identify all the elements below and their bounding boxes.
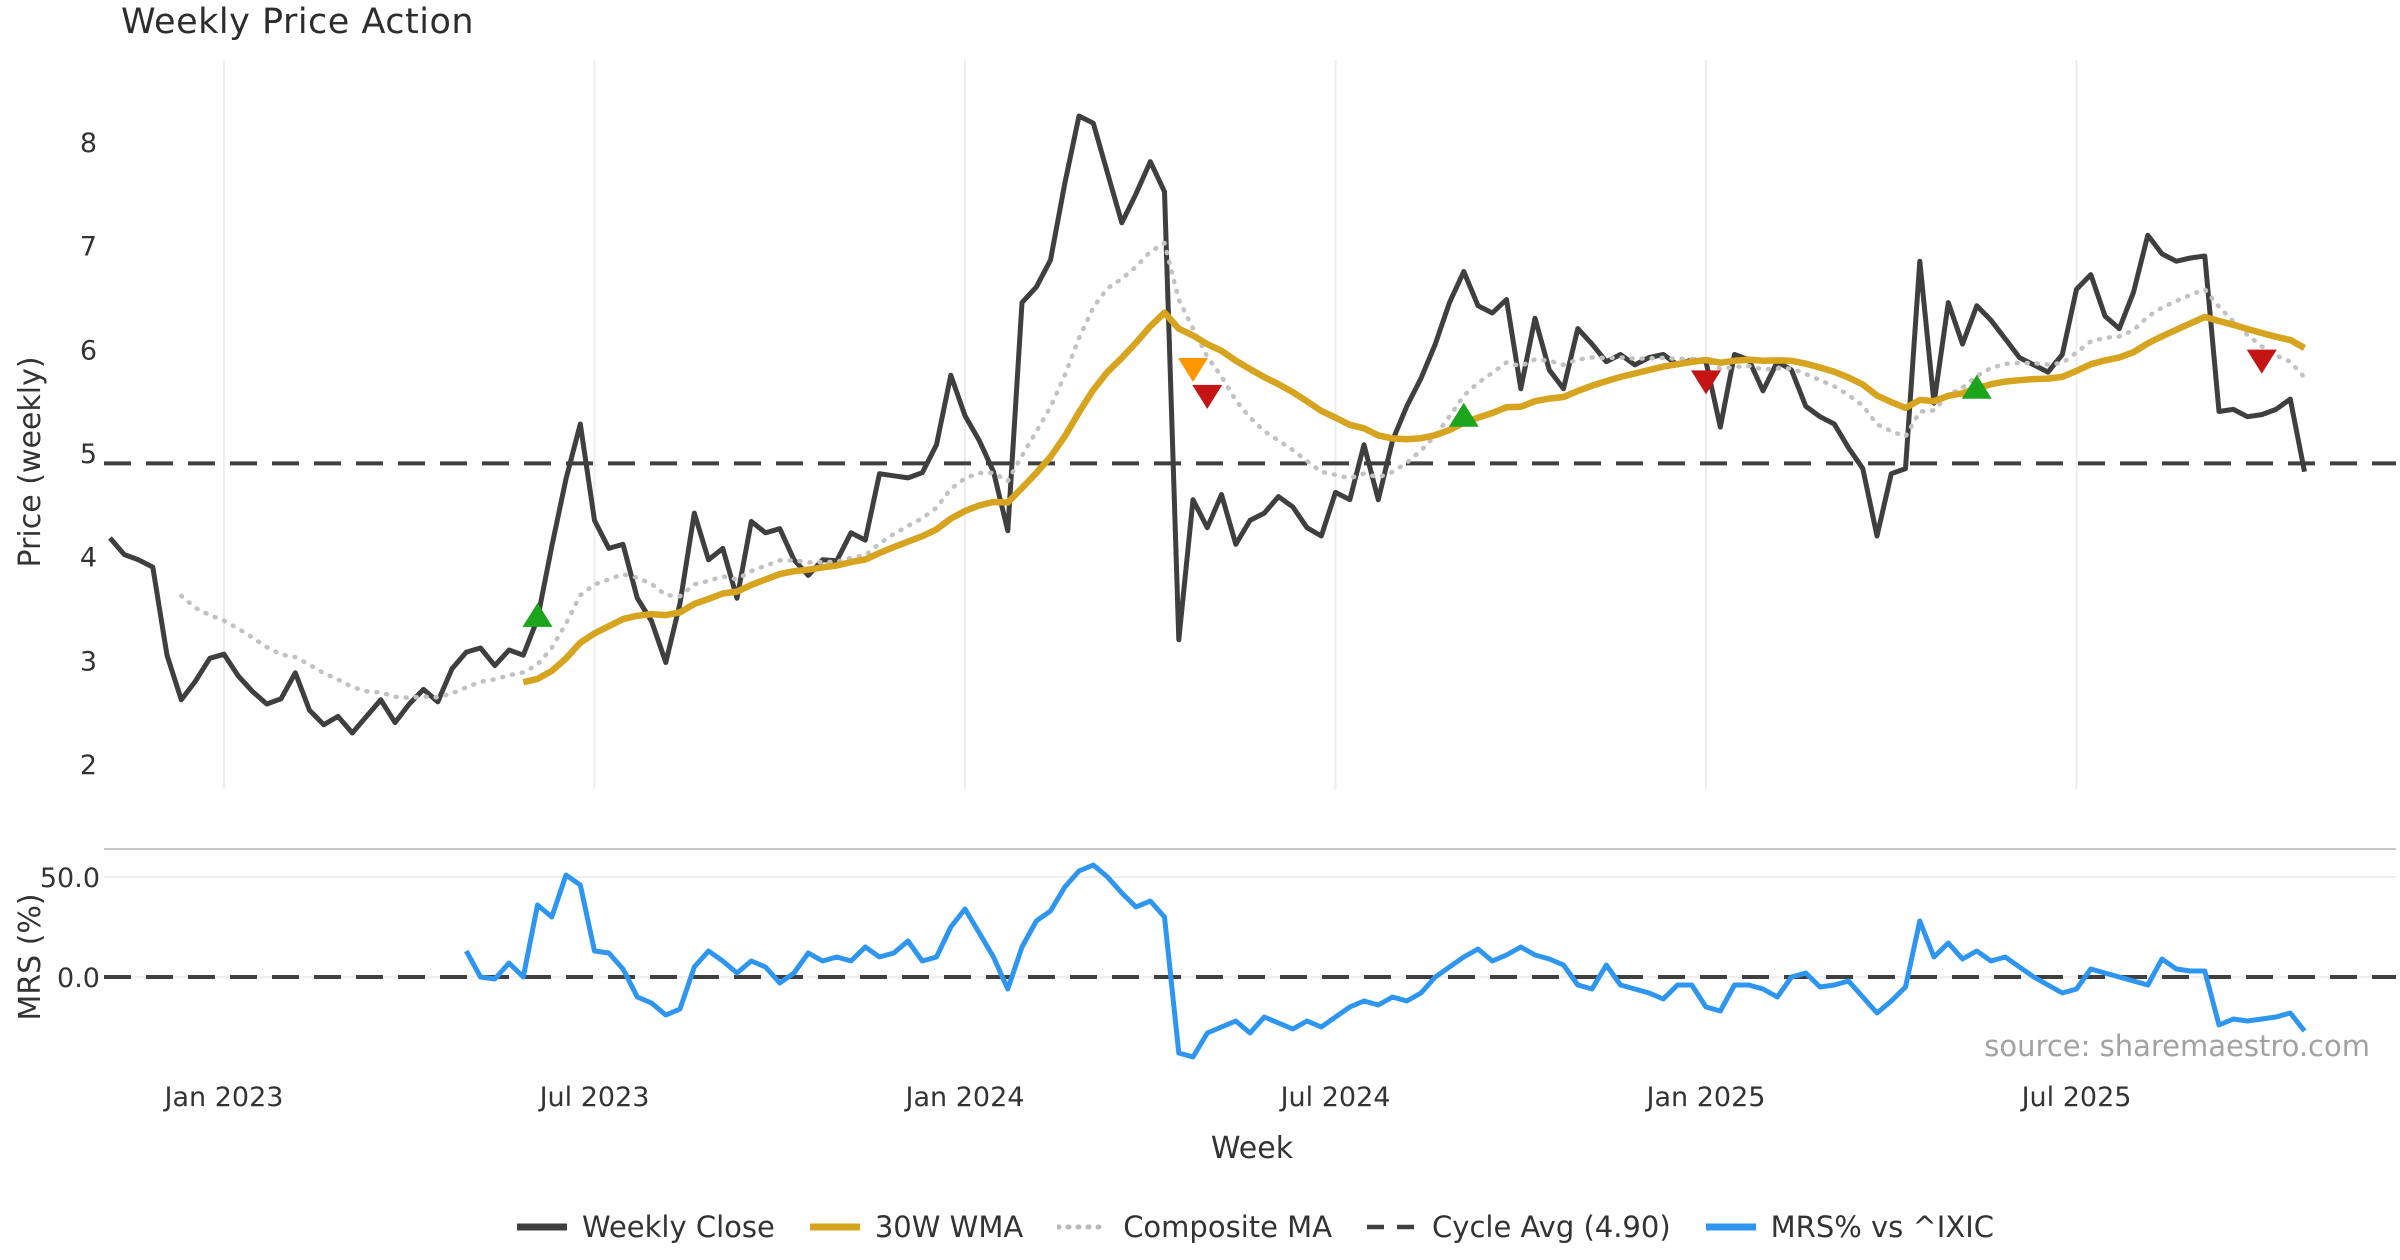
x-tick-label: Jul 2024 bbox=[1279, 1082, 1391, 1113]
chart-series bbox=[104, 113, 2396, 1060]
wma-line bbox=[522, 309, 2307, 686]
x-tick-label: Jul 2025 bbox=[2020, 1082, 2132, 1113]
legend-item-composite-ma: Composite MA bbox=[1057, 1210, 1332, 1244]
legend-item-mrs-vs-ixic: MRS% vs ^IXIC bbox=[1705, 1210, 1994, 1244]
sell-signal-marker bbox=[1192, 384, 1223, 409]
price-tick-label: 8 bbox=[80, 128, 97, 159]
legend-swatch bbox=[1705, 1223, 1756, 1231]
chart-legend: Weekly Close 30W WMA Composite MA Cycle Avg… bbox=[110, 1210, 2400, 1244]
legend-label: MRS% vs ^IXIC bbox=[1770, 1210, 1995, 1244]
buy-signal-marker bbox=[1448, 402, 1479, 427]
legend-item-cycle-avg-4-90: Cycle Avg (4.90) bbox=[1366, 1210, 1671, 1244]
price-tick-label: 4 bbox=[80, 543, 97, 574]
weekly-close-line bbox=[108, 113, 2307, 736]
mrs-line bbox=[464, 862, 2307, 1060]
legend-label: Composite MA bbox=[1123, 1210, 1333, 1244]
week-axis-label: Week bbox=[1211, 1131, 1294, 1166]
legend-swatch bbox=[809, 1223, 860, 1231]
page-title: Weekly Price Action bbox=[121, 2, 475, 42]
x-tick-label: Jul 2023 bbox=[538, 1082, 650, 1113]
legend-label: Weekly Close bbox=[581, 1210, 775, 1244]
price-tick-label: 3 bbox=[80, 646, 97, 677]
buy-signal-marker bbox=[1961, 374, 1992, 399]
x-tick-label: Jan 2025 bbox=[1645, 1082, 1766, 1113]
legend-label: 30W WMA bbox=[874, 1210, 1024, 1244]
buy-signal-marker bbox=[522, 602, 553, 627]
tick-labels: Jan 2023 Jul 2023 Jan 2024 Jul 2024 Jan 2025… bbox=[40, 128, 2132, 1113]
price-tick-label: 5 bbox=[80, 439, 97, 470]
warn-signal-marker bbox=[1178, 357, 1208, 382]
legend-label: Cycle Avg (4.90) bbox=[1432, 1210, 1671, 1244]
mrs-tick-label: 0.0 bbox=[57, 963, 100, 994]
legend-item-30w-wma: 30W WMA bbox=[809, 1210, 1023, 1244]
sell-signal-marker bbox=[2246, 349, 2277, 374]
mrs-axis-label: MRS (%) bbox=[13, 893, 48, 1020]
mrs-tick-label: 50.0 bbox=[40, 863, 100, 894]
x-tick-label: Jan 2023 bbox=[163, 1082, 284, 1113]
price-tick-label: 7 bbox=[80, 232, 97, 263]
sell-signal-marker bbox=[1691, 370, 1721, 395]
legend-swatch bbox=[1057, 1224, 1110, 1230]
legend-item-weekly-close: Weekly Close bbox=[516, 1210, 775, 1244]
source-watermark: source: sharemaestro.com bbox=[1984, 1029, 2370, 1063]
legend-swatch bbox=[516, 1223, 567, 1231]
signal-markers bbox=[522, 349, 2277, 627]
composite-ma-line bbox=[179, 240, 2307, 701]
price-tick-label: 2 bbox=[80, 750, 97, 781]
price-tick-label: 6 bbox=[80, 335, 97, 366]
legend-swatch bbox=[1367, 1224, 1418, 1230]
x-tick-label: Jan 2024 bbox=[904, 1082, 1025, 1113]
price-axis-label: Price (weekly) bbox=[13, 356, 48, 567]
